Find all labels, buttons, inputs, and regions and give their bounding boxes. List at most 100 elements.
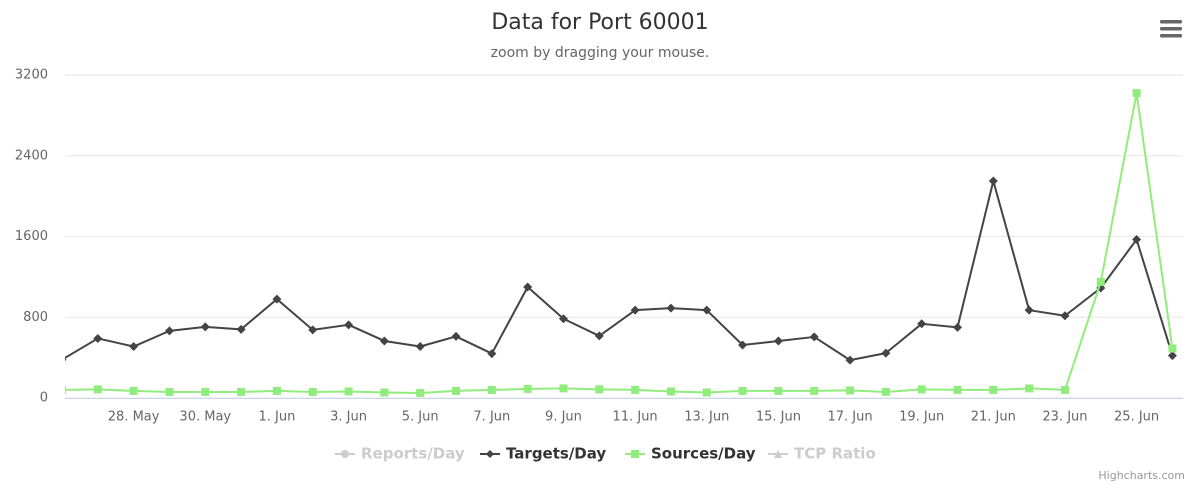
menu-bar — [1160, 27, 1182, 31]
x-tick-label: 1. Jun — [258, 410, 295, 425]
point-marker — [65, 358, 67, 362]
point-marker — [93, 333, 103, 343]
x-tick-label: 3. Jun — [330, 410, 367, 425]
menu-bar — [1160, 34, 1182, 38]
point-marker — [129, 386, 138, 395]
legend-label: Reports/Day — [361, 445, 465, 463]
point-marker — [416, 388, 425, 397]
point-marker — [486, 450, 494, 458]
point-marker — [272, 294, 282, 304]
series-line — [65, 179, 1174, 362]
point-marker — [1024, 305, 1034, 315]
y-tick-label: 1600 — [15, 229, 48, 244]
point-marker — [989, 385, 998, 394]
point-marker — [845, 355, 855, 365]
point-marker — [452, 386, 461, 395]
point-marker — [953, 385, 962, 394]
y-tick-label: 3200 — [15, 68, 48, 83]
x-tick-label: 5. Jun — [402, 410, 439, 425]
point-marker — [774, 386, 783, 395]
legend-item[interactable]: TCP Ratio — [768, 445, 876, 463]
point-marker — [738, 340, 748, 350]
point-marker — [630, 305, 640, 315]
point-marker — [1060, 385, 1069, 394]
point-marker — [65, 385, 66, 394]
point-marker — [1060, 311, 1070, 321]
point-marker — [917, 385, 926, 394]
legend-item[interactable]: Targets/Day — [480, 445, 606, 463]
menu-button[interactable] — [1160, 20, 1182, 38]
point-marker — [595, 385, 604, 394]
x-tick-label: 19. Jun — [899, 410, 944, 425]
chart-subtitle: zoom by dragging your mouse. — [491, 45, 710, 61]
point-marker — [1167, 351, 1177, 361]
y-tick-label: 2400 — [15, 148, 48, 163]
point-marker — [272, 386, 281, 395]
x-tick-label: 21. Jun — [971, 410, 1016, 425]
point-marker — [523, 282, 533, 292]
point-marker — [917, 319, 927, 329]
plot-area — [65, 89, 1177, 397]
point-marker — [738, 386, 747, 395]
y-tick-label: 800 — [23, 310, 48, 325]
legend-label: Sources/Day — [651, 445, 756, 463]
point-marker — [237, 387, 246, 396]
point-marker — [487, 349, 497, 359]
x-tick-label: 25. Jun — [1114, 410, 1159, 425]
legend-label: TCP Ratio — [794, 445, 876, 463]
point-marker — [702, 388, 711, 397]
point-marker — [164, 326, 174, 336]
point-marker — [415, 342, 425, 352]
point-marker — [881, 348, 891, 358]
point-marker — [380, 388, 389, 397]
point-marker — [773, 336, 783, 346]
point-marker — [451, 331, 461, 341]
x-tick-label: 9. Jun — [545, 410, 582, 425]
x-tick-label: 28. May — [108, 410, 160, 425]
point-marker — [201, 387, 210, 396]
menu-bar — [1160, 20, 1182, 24]
point-marker — [1096, 277, 1105, 286]
point-marker — [953, 322, 962, 332]
series-line — [65, 92, 1174, 394]
point-marker — [344, 320, 354, 330]
legend-item[interactable]: Reports/Day — [335, 445, 465, 463]
legend-item[interactable]: Sources/Day — [625, 445, 756, 463]
point-marker — [523, 384, 532, 393]
point-marker — [308, 325, 318, 335]
point-marker — [988, 176, 998, 186]
point-marker — [165, 387, 174, 396]
point-marker — [200, 322, 210, 332]
point-marker — [594, 331, 604, 341]
point-marker — [344, 387, 353, 396]
point-marker — [1168, 344, 1177, 353]
point-marker — [129, 342, 139, 352]
point-marker — [846, 386, 855, 395]
point-marker — [1132, 235, 1142, 245]
x-tick-label: 23. Jun — [1042, 410, 1087, 425]
x-tick-label: 17. Jun — [827, 410, 872, 425]
point-marker — [308, 387, 317, 396]
point-marker — [1025, 384, 1034, 393]
point-marker — [631, 385, 640, 394]
point-marker — [236, 324, 246, 334]
point-marker — [559, 384, 568, 393]
point-marker — [1132, 89, 1141, 98]
point-marker — [341, 450, 349, 458]
point-marker — [666, 303, 676, 313]
point-marker — [881, 387, 890, 396]
point-marker — [774, 450, 782, 458]
point-marker — [666, 387, 675, 396]
y-tick-label: 0 — [40, 391, 48, 406]
chart-title: Data for Port 60001 — [491, 10, 708, 35]
point-marker — [809, 332, 819, 342]
point-marker — [558, 314, 568, 324]
legend-label: Targets/Day — [506, 445, 606, 463]
point-marker — [702, 305, 712, 315]
x-tick-label: 7. Jun — [473, 410, 510, 425]
x-tick-label: 30. May — [179, 410, 231, 425]
point-marker — [93, 385, 102, 394]
x-tick-label: 15. Jun — [756, 410, 801, 425]
credits[interactable]: Highcharts.com — [1098, 469, 1185, 482]
